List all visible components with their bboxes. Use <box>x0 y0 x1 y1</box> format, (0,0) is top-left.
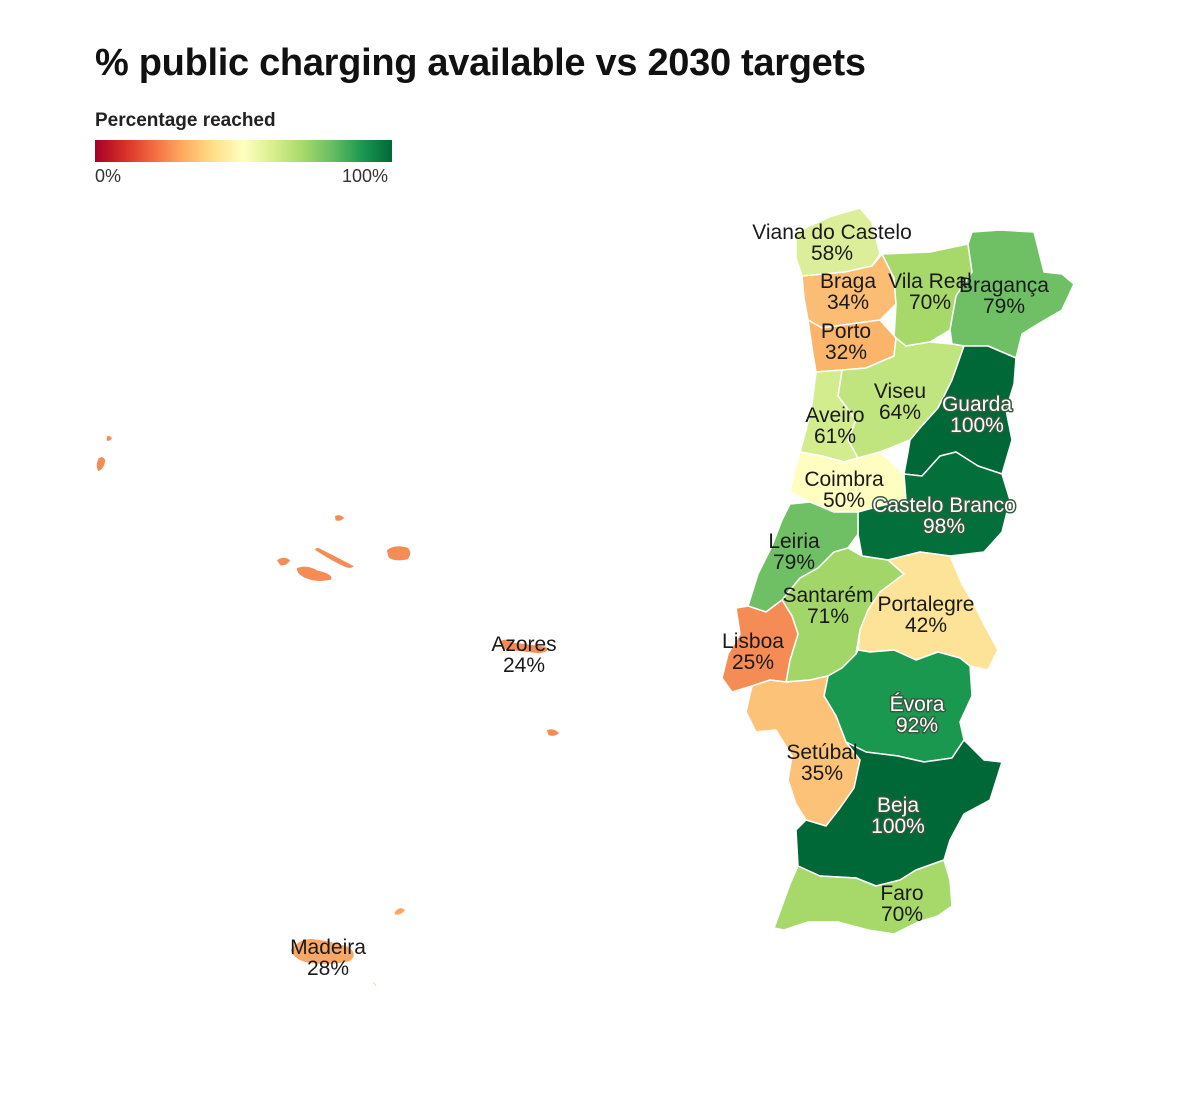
region-name-guarda: Guarda <box>942 393 1012 416</box>
region-value-azores: 24% <box>503 654 545 677</box>
region-braga[interactable] <box>801 253 897 329</box>
region-name-viana: Viana do Castelo <box>752 221 912 244</box>
region-shape-azores-8 <box>545 727 561 738</box>
region-value-leiria: 79% <box>773 551 815 574</box>
region-madeira[interactable] <box>289 906 407 990</box>
region-value-guarda: 100% <box>950 414 1004 437</box>
region-value-braga: 34% <box>827 291 869 314</box>
region-shape-azores-5 <box>313 546 356 570</box>
region-value-faro: 70% <box>881 903 923 926</box>
region-name-setubal: Setúbal <box>786 741 857 764</box>
legend-min-label: 0% <box>95 166 122 186</box>
region-value-vilareal: 70% <box>909 291 951 314</box>
region-name-aveiro: Aveiro <box>805 404 864 427</box>
regions-layer <box>95 207 1075 990</box>
region-value-santarem: 71% <box>807 605 849 628</box>
region-shape-castelobranco-0 <box>857 451 1011 561</box>
region-castelobranco[interactable] <box>857 451 1011 561</box>
region-azores[interactable] <box>95 434 561 738</box>
region-value-portalegre: 42% <box>905 614 947 637</box>
region-name-santarem: Santarém <box>782 584 873 607</box>
region-value-setubal: 35% <box>801 762 843 785</box>
region-name-madeira: Madeira <box>290 936 366 959</box>
region-value-coimbra: 50% <box>823 489 865 512</box>
region-value-braganca: 79% <box>983 295 1025 318</box>
region-name-faro: Faro <box>880 882 923 905</box>
region-shape-braga-0 <box>801 253 897 329</box>
region-shape-azores-1 <box>105 434 114 443</box>
region-name-viseu: Viseu <box>874 380 926 403</box>
region-shape-madeira-2 <box>371 979 379 990</box>
region-shape-azores-4 <box>295 565 333 583</box>
region-value-madeira: 28% <box>307 957 349 980</box>
region-name-braga: Braga <box>820 270 876 293</box>
region-value-porto: 32% <box>825 341 867 364</box>
legend-max-label: 100% <box>342 166 389 186</box>
region-shape-azores-7 <box>497 638 549 655</box>
region-shape-vilareal-0 <box>881 243 973 347</box>
region-shape-azores-6 <box>385 544 412 562</box>
map-title: % public charging available vs 2030 targ… <box>95 42 866 84</box>
region-shape-braganca-0 <box>949 229 1075 359</box>
region-name-beja: Beja <box>877 794 919 817</box>
region-name-vilareal: Vila Real <box>888 270 972 293</box>
region-faro[interactable] <box>773 859 953 935</box>
region-name-lisboa: Lisboa <box>722 630 784 653</box>
region-name-portalegre: Portalegre <box>878 593 975 616</box>
region-value-viana: 58% <box>811 242 853 265</box>
region-vilareal[interactable] <box>881 243 973 347</box>
region-shape-azores-2 <box>333 513 346 523</box>
region-shape-faro-0 <box>773 859 953 935</box>
region-name-azores: Azores <box>491 633 556 656</box>
region-name-coimbra: Coimbra <box>804 468 884 491</box>
region-name-leiria: Leiria <box>768 530 820 553</box>
region-viseu[interactable] <box>837 337 965 459</box>
region-shape-madeira-0 <box>289 937 356 966</box>
region-shape-madeira-1 <box>393 906 407 917</box>
legend-title: Percentage reached <box>95 110 276 131</box>
region-value-aveiro: 61% <box>814 425 856 448</box>
region-name-evora: Évora <box>890 693 945 716</box>
region-braganca[interactable] <box>949 229 1075 359</box>
region-shape-viseu-0 <box>837 337 965 459</box>
region-value-castelobranco: 98% <box>923 515 965 538</box>
region-name-porto: Porto <box>821 320 871 343</box>
region-value-lisboa: 25% <box>732 651 774 674</box>
region-shape-azores-3 <box>275 556 292 567</box>
legend-color-scale <box>95 140 392 162</box>
region-name-castelobranco: Castelo Branco <box>872 494 1016 517</box>
region-value-beja: 100% <box>871 815 925 838</box>
region-shape-azores-0 <box>95 455 107 473</box>
region-value-viseu: 64% <box>879 401 921 424</box>
region-name-braganca: Bragança <box>959 274 1049 297</box>
region-value-evora: 92% <box>896 714 938 737</box>
